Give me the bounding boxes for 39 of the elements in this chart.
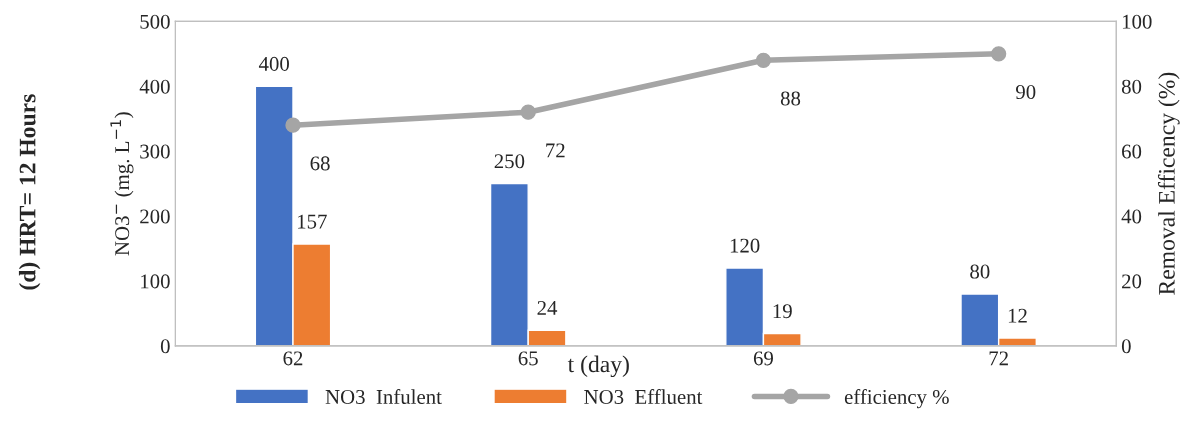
y-axis-title: NO3$^{−}$ (mg. L$^{−1}$)	[110, 112, 134, 256]
y2-tick-label: 40	[1121, 209, 1142, 224]
y2-tick-label: 100	[1122, 14, 1152, 29]
data-label: 19	[773, 304, 792, 319]
y-tick-label: 0	[160, 339, 170, 354]
legend-label: NO3 Effluent	[584, 389, 703, 404]
legend-label: efficiency %	[844, 389, 949, 409]
legend-label: NO3 Infulent	[325, 389, 442, 404]
x-tick-label: 62	[283, 351, 303, 366]
y2-tick-label: 0	[1121, 339, 1131, 354]
data-label: 24	[537, 300, 558, 315]
y-tick-label: 100	[141, 274, 170, 289]
x-axis-title: t (day)	[567, 355, 629, 378]
data-label: 12	[1008, 308, 1027, 323]
text: (d) HRT= 12 Hours	[18, 94, 41, 290]
data-label: 157	[298, 214, 327, 229]
point	[285, 117, 301, 133]
data-label: 90	[1016, 84, 1036, 100]
y-tick-label: 400	[139, 79, 170, 94]
data-label: 80	[970, 264, 990, 279]
x-tick-label: 69	[753, 351, 773, 366]
data-label: 250	[494, 154, 525, 169]
point	[520, 104, 536, 120]
data-label: 400	[258, 56, 289, 71]
y-tick-label: 200	[140, 209, 170, 224]
y-tick-label: 300	[140, 144, 170, 159]
point	[991, 46, 1007, 62]
y-tick-label: 500	[140, 14, 170, 29]
y2-tick-label: 20	[1122, 274, 1142, 289]
x-tick-label: 72	[989, 351, 1008, 366]
data-label: 72	[546, 143, 565, 158]
y2-tick-label: 60	[1122, 144, 1142, 159]
y2-axis-title: Removal Efficency (%)	[1157, 72, 1180, 295]
point	[755, 52, 772, 68]
data-label: 68	[310, 156, 330, 171]
y2-tick-label: 80	[1121, 79, 1142, 94]
data-label: 88	[780, 91, 801, 106]
data-label: 120	[730, 238, 760, 253]
x-tick-label: 65	[518, 351, 538, 366]
